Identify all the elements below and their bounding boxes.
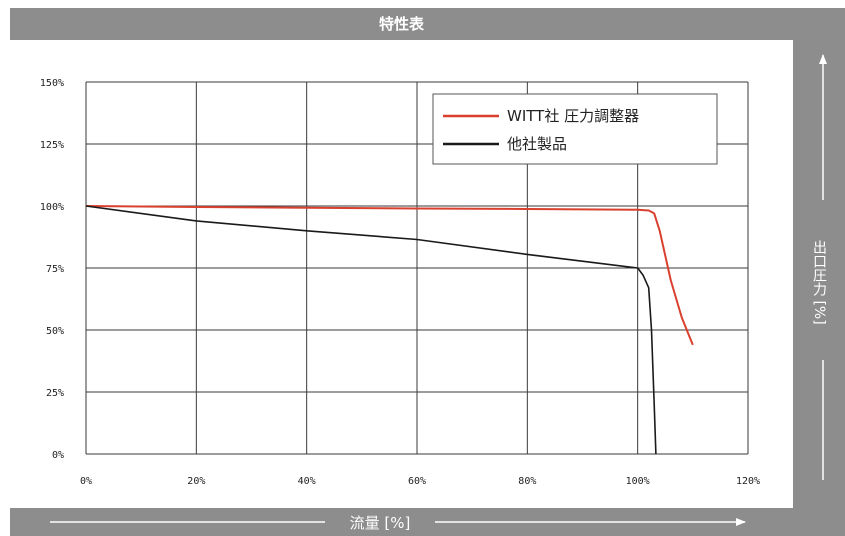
- x-tick-label: 20%: [187, 476, 205, 487]
- x-tick-label: 0%: [80, 476, 92, 487]
- series-line-1: [85, 205, 657, 455]
- tick-labels: 0% 20% 40% 60% 80% 100% 120% 0% 25% 50% 75% 100% 125…: [40, 78, 760, 487]
- y-tick-label: 0%: [52, 450, 64, 461]
- y-tick-label: 100%: [40, 202, 64, 213]
- y-tick-label: 75%: [46, 264, 64, 275]
- series-line-0: [85, 205, 694, 346]
- y-tick-label: 125%: [40, 140, 64, 151]
- x-tick-label: 80%: [518, 476, 536, 487]
- x-axis-title: 流量 [%]: [330, 512, 430, 534]
- x-tick-label: 120%: [736, 476, 760, 487]
- y-axis-title: 出口圧力 [%]: [808, 212, 830, 352]
- series-lines: [85, 205, 694, 455]
- title-bar: [10, 8, 793, 40]
- grid-lines: [85, 81, 749, 455]
- y-tick-label: 150%: [40, 78, 64, 89]
- legend-box: [432, 93, 718, 165]
- x-tick-label: 40%: [298, 476, 316, 487]
- x-tick-label: 60%: [408, 476, 426, 487]
- chart-title: 特性表: [378, 15, 424, 33]
- x-tick-label: 100%: [626, 476, 650, 487]
- legend-label: 他社製品: [507, 135, 567, 153]
- y-tick-label: 25%: [46, 388, 64, 399]
- y-tick-label: 50%: [46, 326, 64, 337]
- legend-label: WITT社 圧力調整器: [507, 107, 639, 125]
